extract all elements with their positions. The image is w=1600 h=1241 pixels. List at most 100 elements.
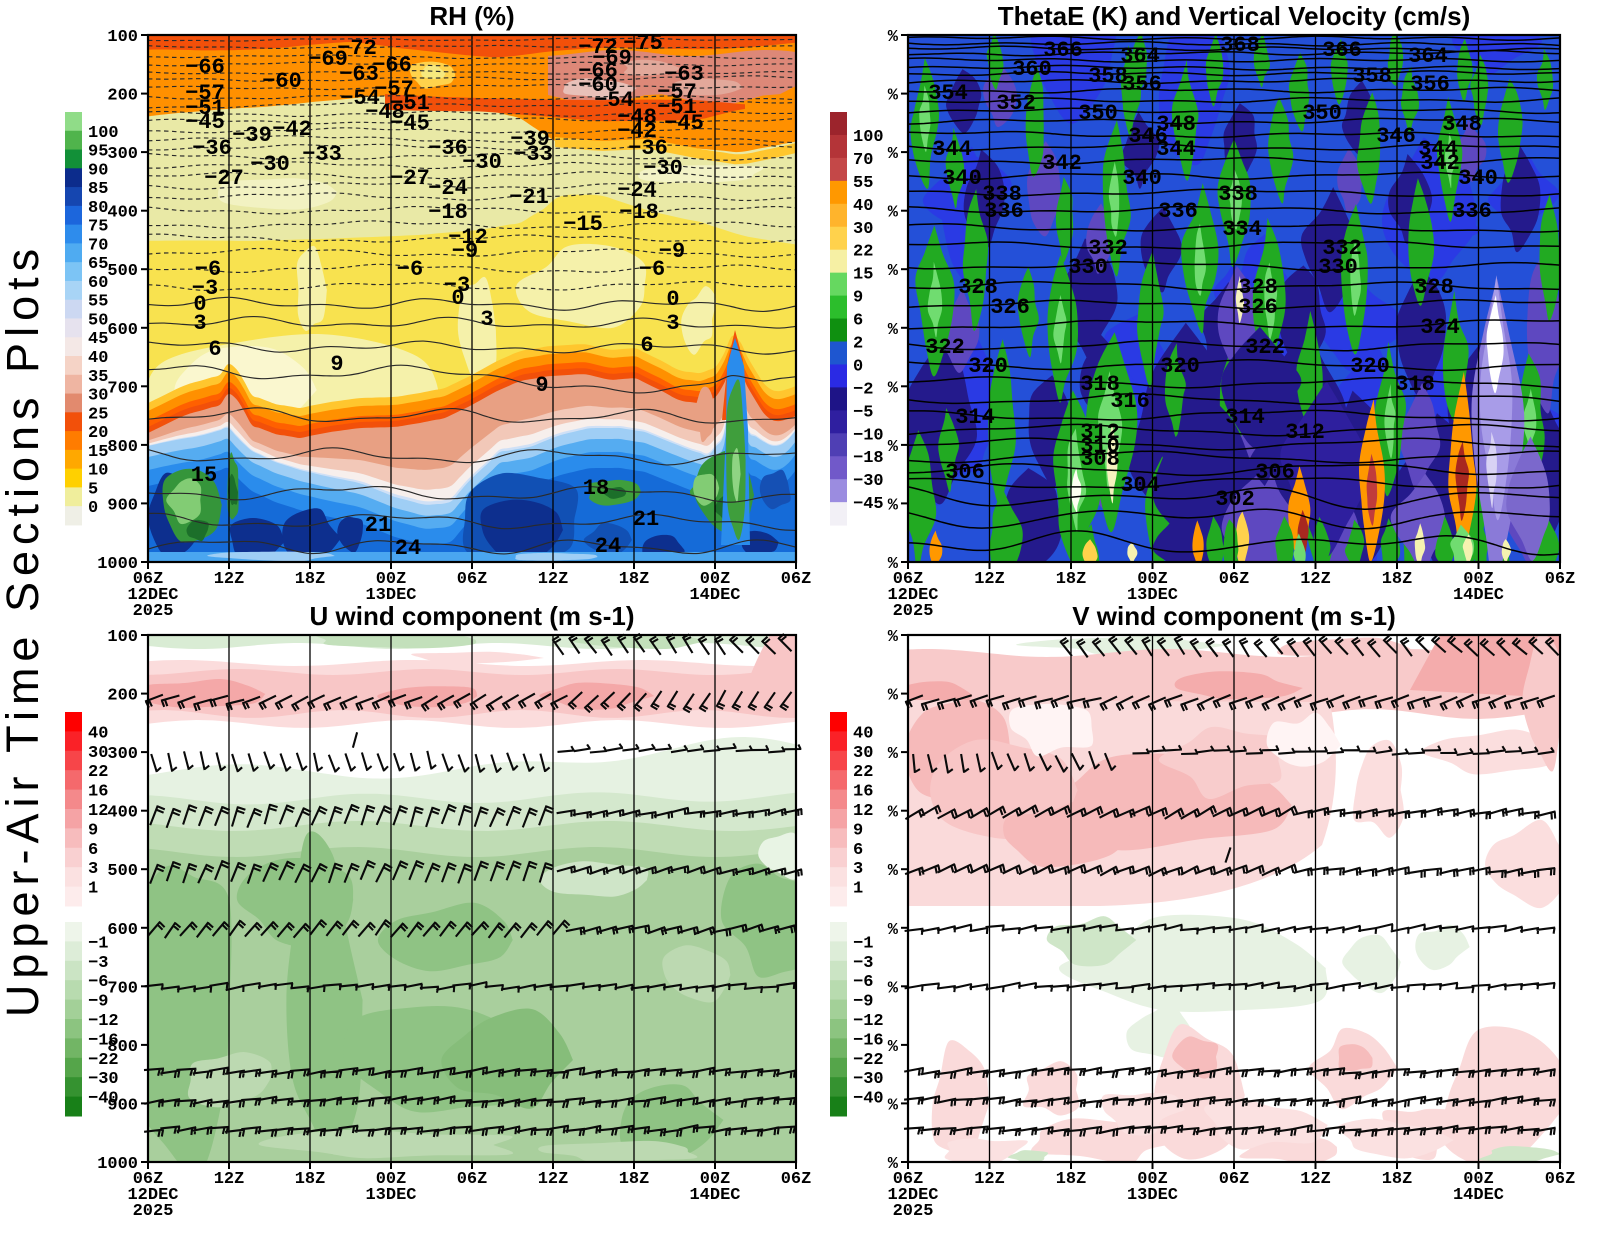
svg-text:−57: −57 <box>374 77 414 102</box>
svg-text:350: 350 <box>1302 101 1342 126</box>
svg-text:15: 15 <box>853 266 873 285</box>
svg-text:332: 332 <box>1088 236 1128 261</box>
svg-text:−48: −48 <box>365 100 405 125</box>
svg-text:−1: −1 <box>88 934 108 953</box>
svg-text:314: 314 <box>1225 405 1265 430</box>
svg-text:−30: −30 <box>643 156 683 181</box>
svg-text:20: 20 <box>88 424 108 443</box>
svg-text:30: 30 <box>853 220 873 239</box>
svg-text:12Z: 12Z <box>214 570 245 589</box>
svg-text:348: 348 <box>1442 112 1482 137</box>
svg-text:500: 500 <box>107 862 138 881</box>
svg-text:340: 340 <box>1122 166 1162 191</box>
svg-text:2025: 2025 <box>133 1202 174 1221</box>
svg-text:100: 100 <box>107 628 138 647</box>
svg-text:40: 40 <box>88 724 108 743</box>
svg-text:12Z: 12Z <box>538 570 569 589</box>
svg-text:65: 65 <box>88 255 108 274</box>
svg-text:%: % <box>888 862 899 881</box>
svg-text:00Z: 00Z <box>1137 1170 1168 1189</box>
svg-text:200: 200 <box>107 87 138 106</box>
svg-text:6: 6 <box>88 841 98 860</box>
svg-text:900: 900 <box>107 496 138 515</box>
svg-text:10: 10 <box>88 462 108 481</box>
svg-text:12DEC: 12DEC <box>127 586 178 605</box>
svg-text:100: 100 <box>88 124 119 143</box>
svg-text:%: % <box>888 1155 899 1174</box>
svg-text:−30: −30 <box>462 150 502 175</box>
svg-text:−66: −66 <box>185 55 225 80</box>
svg-text:85: 85 <box>88 180 108 199</box>
svg-text:342: 342 <box>1420 151 1460 176</box>
svg-text:−45: −45 <box>185 110 225 135</box>
svg-text:13DEC: 13DEC <box>365 1186 416 1205</box>
svg-text:352: 352 <box>996 91 1036 116</box>
svg-text:Upper-Air Time Sections Plots: Upper-Air Time Sections Plots <box>0 243 48 1017</box>
svg-text:−3: −3 <box>853 954 873 973</box>
svg-text:320: 320 <box>1160 354 1200 379</box>
svg-text:306: 306 <box>945 460 985 485</box>
svg-text:12: 12 <box>88 802 108 821</box>
svg-text:330: 330 <box>1068 255 1108 280</box>
svg-text:00Z: 00Z <box>1463 1170 1494 1189</box>
svg-text:−40: −40 <box>88 1090 119 1109</box>
svg-text:344: 344 <box>1156 137 1196 162</box>
svg-text:30: 30 <box>88 744 108 763</box>
svg-text:−54: −54 <box>340 86 380 111</box>
svg-text:−30: −30 <box>853 1070 884 1089</box>
svg-text:00Z: 00Z <box>1463 570 1494 589</box>
svg-text:306: 306 <box>1255 460 1295 485</box>
svg-text:14DEC: 14DEC <box>1453 586 1504 605</box>
svg-text:V wind component (m s-1): V wind component (m s-1) <box>1072 601 1396 631</box>
svg-text:346: 346 <box>1376 124 1416 149</box>
svg-text:2025: 2025 <box>133 602 174 621</box>
svg-text:366: 366 <box>1322 38 1362 63</box>
svg-text:−6: −6 <box>397 257 423 282</box>
svg-text:06Z: 06Z <box>893 1170 924 1189</box>
svg-text:60: 60 <box>88 274 108 293</box>
svg-text:336: 336 <box>1452 199 1492 224</box>
svg-text:−27: −27 <box>390 166 430 191</box>
svg-text:336: 336 <box>1158 199 1198 224</box>
svg-text:%: % <box>888 321 899 340</box>
svg-text:18Z: 18Z <box>1056 570 1087 589</box>
svg-text:338: 338 <box>982 182 1022 207</box>
svg-text:−12: −12 <box>853 1012 884 1031</box>
svg-text:1000: 1000 <box>97 1155 138 1174</box>
svg-text:322: 322 <box>925 335 965 360</box>
svg-text:−45: −45 <box>853 495 884 514</box>
svg-text:304: 304 <box>1120 473 1160 498</box>
svg-text:−33: −33 <box>302 142 342 167</box>
svg-text:−30: −30 <box>88 1070 119 1089</box>
svg-text:15: 15 <box>191 463 217 488</box>
svg-text:358: 358 <box>1352 64 1392 89</box>
svg-text:−42: −42 <box>617 119 657 144</box>
svg-text:06Z: 06Z <box>1545 570 1576 589</box>
svg-text:308: 308 <box>1080 447 1120 472</box>
svg-text:−54: −54 <box>594 88 634 113</box>
svg-text:12DEC: 12DEC <box>887 586 938 605</box>
svg-text:95: 95 <box>88 143 108 162</box>
svg-text:−60: −60 <box>578 73 618 98</box>
svg-text:−12: −12 <box>448 225 488 250</box>
svg-text:−9: −9 <box>452 239 478 264</box>
svg-text:70: 70 <box>853 151 873 170</box>
svg-text:9: 9 <box>88 821 98 840</box>
svg-text:12Z: 12Z <box>1300 570 1331 589</box>
svg-text:−2: −2 <box>853 380 873 399</box>
svg-text:−3: −3 <box>192 276 218 301</box>
svg-text:18Z: 18Z <box>619 570 650 589</box>
svg-text:−51: −51 <box>390 91 430 116</box>
svg-text:360: 360 <box>1012 57 1052 82</box>
svg-text:13DEC: 13DEC <box>1127 586 1178 605</box>
svg-text:18Z: 18Z <box>295 570 326 589</box>
svg-text:45: 45 <box>88 330 108 349</box>
svg-text:400: 400 <box>107 204 138 223</box>
svg-text:−3: −3 <box>88 954 108 973</box>
svg-text:−60: −60 <box>262 69 302 94</box>
svg-text:U wind component (m s-1): U wind component (m s-1) <box>310 601 635 631</box>
svg-text:3: 3 <box>193 311 206 336</box>
svg-text:700: 700 <box>107 979 138 998</box>
svg-text:3: 3 <box>480 307 493 332</box>
svg-text:2: 2 <box>853 335 863 354</box>
